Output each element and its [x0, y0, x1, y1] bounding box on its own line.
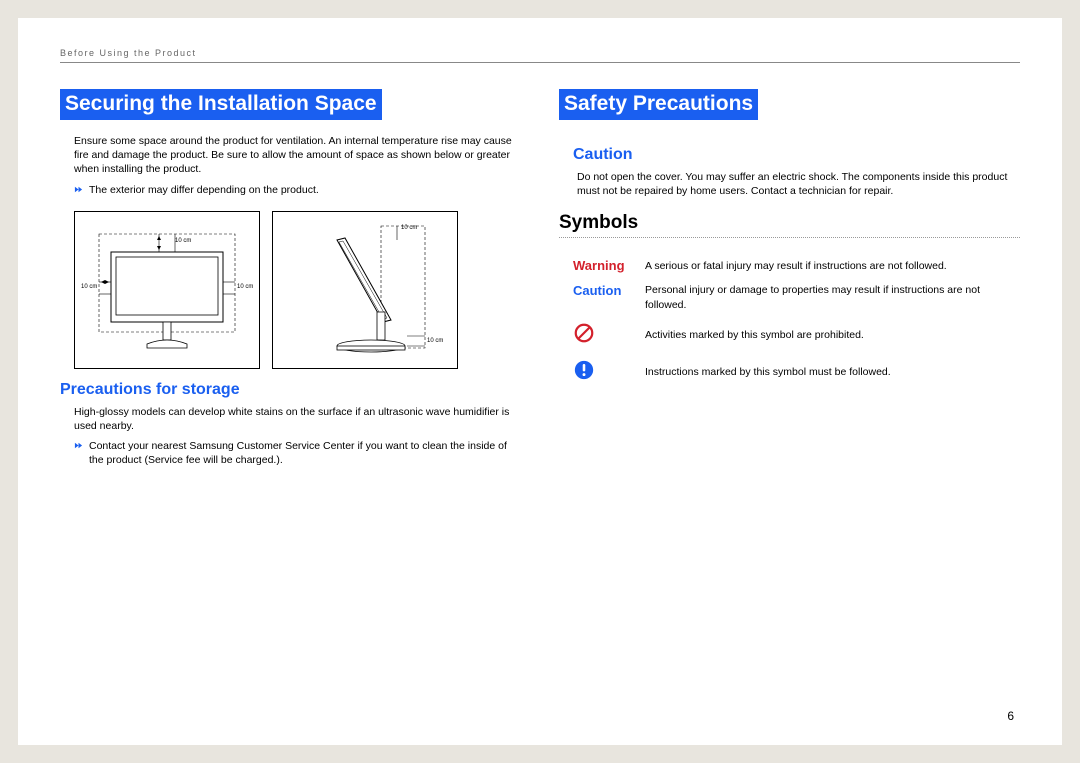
must-follow-icon: [573, 359, 645, 386]
symbol-row-warning: Warning A serious or fatal injury may re…: [573, 258, 1020, 273]
bullet-icon: [74, 441, 83, 450]
warning-label: Warning: [573, 258, 645, 273]
intro-paragraph: Ensure some space around the product for…: [74, 134, 521, 177]
dim-side-bottom: 10 cm: [427, 338, 443, 344]
page-number: 6: [1007, 709, 1014, 723]
symbol-row-caution: Caution Personal injury or damage to pro…: [573, 283, 1020, 311]
breadcrumb: Before Using the Product: [60, 48, 1020, 63]
dim-top: 10 cm: [175, 238, 191, 244]
prohibit-desc: Activities marked by this symbol are pro…: [645, 322, 1020, 349]
note-service: Contact your nearest Samsung Customer Se…: [74, 439, 521, 467]
caution-label: Caution: [573, 283, 645, 311]
right-column: Safety Precautions Caution Do not open t…: [559, 89, 1020, 467]
storage-paragraph: High-glossy models can develop white sta…: [74, 405, 521, 433]
dim-side-top: 10 cm: [401, 225, 417, 231]
subheading-storage: Precautions for storage: [60, 381, 521, 399]
subheading-caution: Caution: [573, 146, 1020, 164]
diagram-front: 10 cm 10 cm 10 cm: [74, 211, 260, 369]
dim-left: 10 cm: [81, 284, 97, 290]
note-text: The exterior may differ depending on the…: [89, 183, 319, 197]
symbol-row-prohibit: Activities marked by this symbol are pro…: [573, 322, 1020, 349]
manual-page: Before Using the Product Securing the In…: [18, 18, 1062, 745]
diagram-row: 10 cm 10 cm 10 cm: [74, 211, 521, 369]
content-columns: Securing the Installation Space Ensure s…: [60, 89, 1020, 467]
dim-right: 10 cm: [237, 284, 253, 290]
warning-desc: A serious or fatal injury may result if …: [645, 258, 1020, 273]
left-column: Securing the Installation Space Ensure s…: [60, 89, 521, 467]
caution-desc: Personal injury or damage to properties …: [645, 283, 1020, 311]
dotted-divider: [559, 237, 1020, 238]
section-heading-installation: Securing the Installation Space: [60, 89, 382, 120]
note-text: Contact your nearest Samsung Customer Se…: [89, 439, 521, 467]
section-heading-safety: Safety Precautions: [559, 89, 758, 120]
must-desc: Instructions marked by this symbol must …: [645, 359, 1020, 386]
prohibit-icon: [573, 322, 645, 349]
diagram-side: 10 cm 10 cm: [272, 211, 458, 369]
symbol-row-must: Instructions marked by this symbol must …: [573, 359, 1020, 386]
caution-paragraph: Do not open the cover. You may suffer an…: [573, 170, 1020, 198]
symbols-table: Warning A serious or fatal injury may re…: [573, 248, 1020, 395]
note-exterior: The exterior may differ depending on the…: [74, 183, 521, 197]
bullet-icon: [74, 185, 83, 194]
subheading-symbols: Symbols: [559, 212, 1020, 234]
